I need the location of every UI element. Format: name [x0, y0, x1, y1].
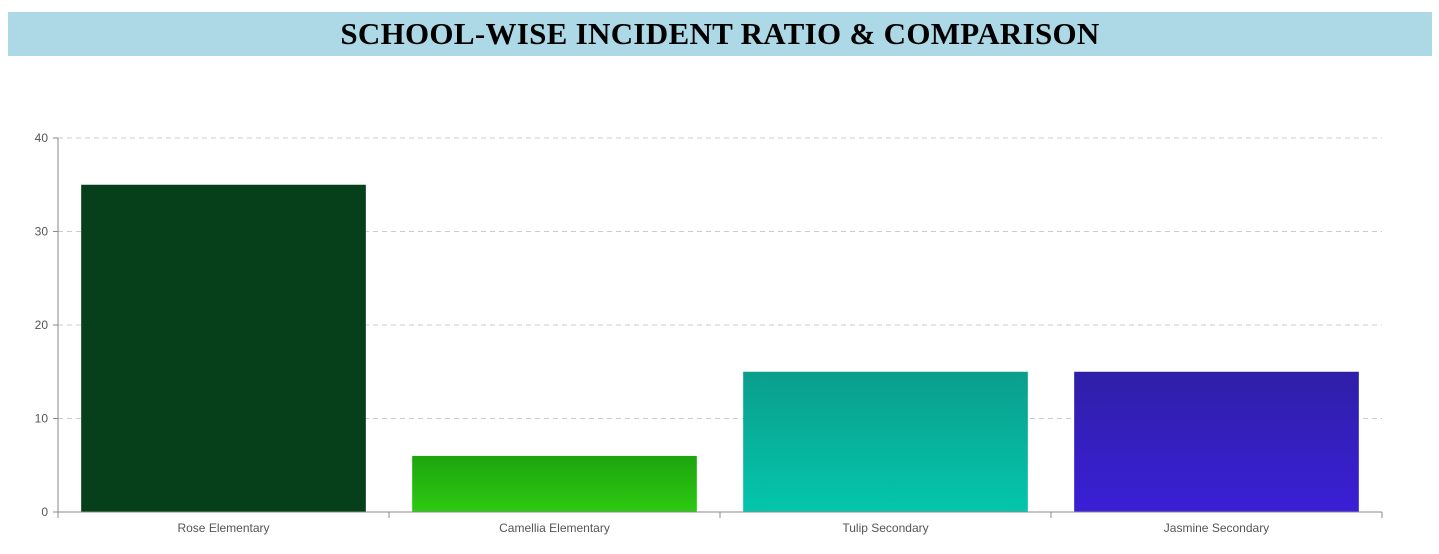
bars: [81, 184, 1359, 512]
y-tick-label: 40: [35, 131, 49, 145]
bar-tulip-secondary: [743, 371, 1028, 512]
y-tick-label: 0: [41, 505, 48, 519]
bar-rose-elementary: [81, 184, 366, 512]
x-category-label: Tulip Secondary: [842, 521, 928, 535]
y-tick-label: 20: [35, 318, 49, 332]
bar-camellia-elementary: [412, 455, 697, 512]
y-tick-label: 10: [35, 412, 49, 426]
x-category-label: Rose Elementary: [177, 521, 269, 535]
x-category-label: Jasmine Secondary: [1164, 521, 1269, 535]
chart-title: SCHOOL-WISE INCIDENT RATIO & COMPARISON: [340, 16, 1100, 51]
y-tick-label: 30: [35, 225, 49, 239]
axes: 0 10 20 30 40 Rose Elementary Camellia Element…: [35, 131, 1383, 535]
bar-jasmine-secondary: [1074, 371, 1359, 512]
x-category-label: Camellia Elementary: [499, 521, 610, 535]
chart-title-bar: SCHOOL-WISE INCIDENT RATIO & COMPARISON: [8, 12, 1432, 56]
